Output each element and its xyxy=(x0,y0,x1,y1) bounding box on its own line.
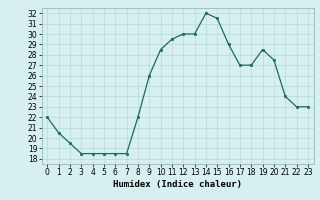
X-axis label: Humidex (Indice chaleur): Humidex (Indice chaleur) xyxy=(113,180,242,189)
